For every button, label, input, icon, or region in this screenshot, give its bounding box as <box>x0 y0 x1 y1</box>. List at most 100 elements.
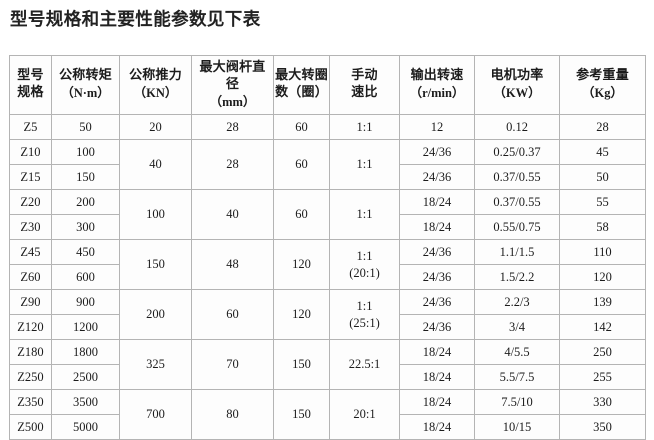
cell-weight: 330 <box>559 389 646 415</box>
table-row: Z180 1800 325 70 150 22.5:1 18/24 4/5.5 250 <box>9 339 646 390</box>
cell-weight: 120 <box>559 264 646 290</box>
table-row: Z250 2500 18/24 5.5/7.5 255 <box>9 364 646 390</box>
cell-turns: 60 <box>273 114 330 140</box>
ratio-primary: 1:1 <box>356 157 373 172</box>
cell-weight: 28 <box>559 114 646 140</box>
cell-ratio: 1:1 (25:1) <box>329 289 400 340</box>
column-header-power: 电机功率 （KW） <box>474 55 560 115</box>
table-row: Z45 450 150 48 120 1:1 (20:1) 24/36 1.1/1.5 110 <box>9 239 646 290</box>
cell-weight: 142 <box>559 314 646 340</box>
cell-torque: 900 <box>51 289 120 315</box>
cell-torque: 150 <box>51 164 120 190</box>
cell-power: 1.5/2.2 <box>474 264 560 290</box>
cell-torque: 450 <box>51 239 120 265</box>
cell-stem: 28 <box>191 139 274 190</box>
cell-model: Z20 <box>9 189 52 215</box>
ratio-primary: 20:1 <box>353 407 376 422</box>
column-header-stem: 最大阀杆直径 （mm） <box>191 55 274 115</box>
table-row: Z120 1200 24/36 3/4 142 <box>9 314 646 340</box>
table-row: Z90 900 200 60 120 1:1 (25:1) 24/36 2.2/3 139 <box>9 289 646 340</box>
cell-stem: 28 <box>191 114 274 140</box>
cell-thrust: 100 <box>119 189 192 240</box>
header-unit: （KN） <box>133 86 178 101</box>
header-unit: （N·m） <box>61 86 110 101</box>
cell-torque: 1800 <box>51 339 120 365</box>
cell-turns: 150 <box>273 389 330 440</box>
document-page: 型号规格和主要性能参数见下表 型号 规格 公称转矩 （N·m） 公称推力 （KN） 最大阀杆… <box>9 10 646 440</box>
cell-model: Z5 <box>9 114 52 140</box>
cell-model: Z90 <box>9 289 52 315</box>
cell-speed: 18/24 <box>399 339 475 365</box>
cell-stem: 80 <box>191 389 274 440</box>
cell-ratio: 1:1 <box>329 189 400 240</box>
header-label: 参考重量 <box>576 68 629 84</box>
cell-power: 2.2/3 <box>474 289 560 315</box>
header-label: 最大阀杆直 <box>199 59 266 75</box>
cell-weight: 50 <box>559 164 646 190</box>
cell-thrust: 150 <box>119 239 192 290</box>
cell-speed: 18/24 <box>399 364 475 390</box>
cell-speed: 18/24 <box>399 189 475 215</box>
page-title: 型号规格和主要性能参数见下表 <box>10 10 261 30</box>
column-header-thrust: 公称推力 （KN） <box>119 55 192 115</box>
cell-turns: 60 <box>273 139 330 190</box>
header-label: 最大转圈 <box>275 68 328 84</box>
cell-speed: 24/36 <box>399 139 475 165</box>
cell-ratio: 20:1 <box>329 389 400 440</box>
cell-turns: 120 <box>273 289 330 340</box>
cell-thrust: 200 <box>119 289 192 340</box>
cell-power: 0.37/0.55 <box>474 189 560 215</box>
cell-torque: 200 <box>51 189 120 215</box>
cell-power: 0.25/0.37 <box>474 139 560 165</box>
column-header-turns: 最大转圈 数（圈） <box>273 55 330 115</box>
cell-weight: 350 <box>559 414 646 440</box>
cell-model: Z60 <box>9 264 52 290</box>
header-label-line2: 径 <box>225 76 240 92</box>
cell-power: 5.5/7.5 <box>474 364 560 390</box>
cell-thrust: 20 <box>119 114 192 140</box>
cell-speed: 12 <box>399 114 475 140</box>
header-label-line2: 规格 <box>17 85 44 100</box>
cell-speed: 18/24 <box>399 414 475 440</box>
ratio-secondary: (25:1) <box>349 315 380 330</box>
header-label: 型号 <box>17 68 44 84</box>
header-unit: （mm） <box>209 94 256 109</box>
cell-torque: 50 <box>51 114 120 140</box>
cell-torque: 3500 <box>51 389 120 415</box>
table-header-row: 型号 规格 公称转矩 （N·m） 公称推力 （KN） 最大阀杆直径 （mm） 最大转圈 数（圈）手… <box>9 55 646 115</box>
cell-stem: 48 <box>191 239 274 290</box>
cell-weight: 45 <box>559 139 646 165</box>
header-unit: （Kg） <box>582 86 623 101</box>
cell-ratio: 22.5:1 <box>329 339 400 390</box>
cell-power: 0.12 <box>474 114 560 140</box>
header-label-line2: 数（圈） <box>275 85 328 100</box>
cell-speed: 24/36 <box>399 239 475 265</box>
ratio-secondary: (20:1) <box>349 265 380 280</box>
cell-speed: 24/36 <box>399 289 475 315</box>
column-header-ratio: 手动 速比 <box>329 55 400 115</box>
column-header-torque: 公称转矩 （N·m） <box>51 55 120 115</box>
column-header-weight: 参考重量 （Kg） <box>559 55 646 115</box>
column-header-model: 型号 规格 <box>9 55 52 115</box>
ratio-primary: 1:1 <box>356 249 373 264</box>
header-label-line2: 速比 <box>351 85 378 100</box>
cell-model: Z180 <box>9 339 52 365</box>
cell-power: 7.5/10 <box>474 389 560 415</box>
cell-speed: 18/24 <box>399 214 475 240</box>
cell-model: Z350 <box>9 389 52 415</box>
cell-stem: 70 <box>191 339 274 390</box>
ratio-primary: 1:1 <box>356 207 373 222</box>
specification-table: 型号 规格 公称转矩 （N·m） 公称推力 （KN） 最大阀杆直径 （mm） 最大转圈 数（圈）手… <box>9 55 646 440</box>
cell-model: Z15 <box>9 164 52 190</box>
header-label: 公称推力 <box>129 68 182 84</box>
cell-model: Z45 <box>9 239 52 265</box>
table-row: Z350 3500 700 80 150 20:1 18/24 7.5/10 330 <box>9 389 646 440</box>
cell-turns: 120 <box>273 239 330 290</box>
cell-torque: 1200 <box>51 314 120 340</box>
cell-torque: 300 <box>51 214 120 240</box>
cell-model: Z500 <box>9 414 52 440</box>
cell-turns: 150 <box>273 339 330 390</box>
cell-power: 0.55/0.75 <box>474 214 560 240</box>
ratio-primary: 1:1 <box>356 119 373 134</box>
cell-turns: 60 <box>273 189 330 240</box>
